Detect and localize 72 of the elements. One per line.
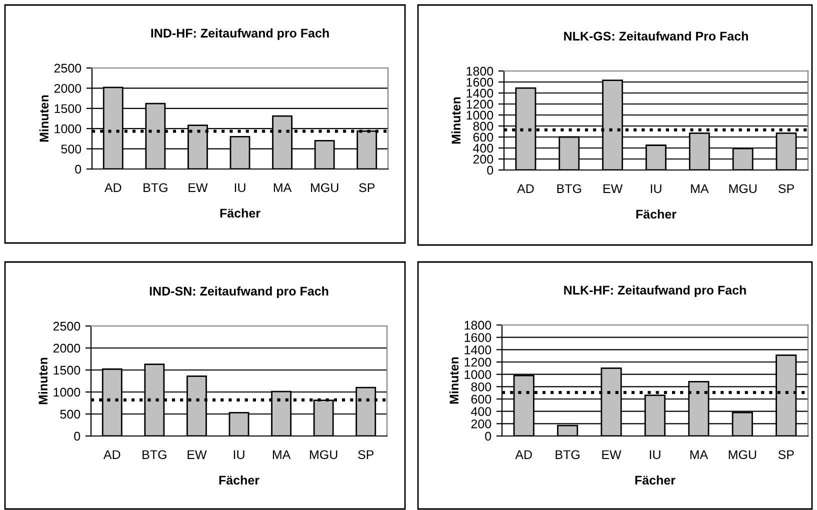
- y-tick-label: 1000: [464, 370, 492, 379]
- x-tick-label: EW: [604, 184, 623, 193]
- x-tick-label: IU: [650, 450, 660, 460]
- y-tick-label: 1800: [464, 320, 492, 330]
- y-tick-label: 2500: [54, 64, 82, 73]
- x-tick-label: IU: [234, 183, 246, 192]
- x-tick-label: EW: [602, 450, 622, 459]
- y-tick-label: 1600: [464, 333, 492, 342]
- y-axis-title: Minuten: [38, 358, 48, 404]
- y-tick-label: 600: [471, 394, 492, 404]
- x-tick-label: EW: [188, 183, 208, 192]
- y-tick-label: 1400: [466, 88, 494, 98]
- y-axis-title: Minuten: [39, 95, 49, 142]
- x-tick-label: BTG: [144, 183, 168, 192]
- x-tick-label: BTG: [556, 450, 580, 460]
- x-tick-label: MGU: [311, 183, 338, 192]
- x-tick-label: IU: [650, 184, 662, 194]
- y-tick-label: 200: [471, 419, 492, 428]
- x-axis-title: Fächer: [636, 209, 676, 219]
- y-tick-label: 400: [471, 407, 492, 416]
- y-tick-label: 0: [485, 432, 492, 441]
- y-tick-label: 0: [75, 164, 82, 174]
- y-tick-label: 1000: [54, 124, 82, 134]
- y-tick-label: 600: [473, 132, 494, 142]
- x-tick-label: BTG: [142, 450, 166, 460]
- chart-title: IND-SN: Zeitaufwand pro Fach: [150, 286, 328, 298]
- y-tick-label: 500: [60, 410, 80, 419]
- x-tick-label: MGU: [729, 184, 756, 194]
- y-tick-label: 1200: [464, 358, 492, 367]
- y-axis-title: Minuten: [449, 357, 459, 404]
- x-tick-label: MGU: [310, 450, 338, 460]
- chart-title: NLK-HF: Zeitaufwand pro Fach: [564, 285, 746, 298]
- x-tick-label: MA: [690, 450, 708, 459]
- y-tick-label: 1600: [466, 78, 494, 87]
- y-tick-label: 2500: [53, 322, 80, 331]
- x-axis-title: Fächer: [220, 208, 260, 218]
- x-tick-label: MA: [274, 183, 292, 192]
- y-tick-label: 0: [487, 166, 494, 175]
- x-tick-label: AD: [103, 450, 120, 459]
- x-tick-label: AD: [517, 184, 534, 193]
- x-tick-label: SP: [359, 183, 375, 192]
- y-tick-label: 200: [473, 154, 494, 164]
- y-tick-label: 1200: [466, 100, 494, 109]
- y-tick-label: 2000: [54, 84, 82, 93]
- y-tick-label: 800: [473, 122, 494, 131]
- x-tick-label: SP: [778, 450, 794, 460]
- x-tick-label: SP: [358, 450, 374, 460]
- x-tick-label: MGU: [728, 450, 756, 460]
- y-tick-label: 1800: [466, 66, 494, 76]
- y-tick-label: 800: [471, 382, 492, 392]
- chart-title: IND-HF: Zeitaufwand pro Fach: [151, 28, 329, 40]
- x-axis-title: Fächer: [635, 475, 676, 485]
- x-tick-label: MA: [691, 184, 709, 193]
- y-tick-label: 1500: [54, 366, 80, 375]
- y-tick-label: 1400: [464, 345, 492, 354]
- x-tick-label: AD: [515, 450, 532, 459]
- y-tick-label: 500: [61, 144, 82, 154]
- y-tick-label: 1500: [54, 104, 82, 114]
- chart-title: NLK-GS: Zeitaufwand Pro Fach: [564, 31, 748, 41]
- y-tick-label: 1000: [54, 388, 80, 397]
- x-tick-label: BTG: [557, 184, 582, 194]
- y-tick-label: 2000: [53, 344, 80, 353]
- y-tick-label: 0: [74, 432, 80, 441]
- x-tick-label: SP: [778, 184, 794, 194]
- y-tick-label: 400: [473, 144, 494, 153]
- x-tick-label: MA: [272, 450, 291, 459]
- x-axis-title: Fächer: [219, 475, 260, 485]
- x-tick-label: IU: [234, 450, 244, 460]
- y-tick-label: 1000: [466, 110, 494, 120]
- y-axis-title: Minuten: [451, 97, 461, 144]
- x-tick-label: AD: [104, 183, 122, 192]
- x-tick-label: EW: [188, 450, 207, 459]
